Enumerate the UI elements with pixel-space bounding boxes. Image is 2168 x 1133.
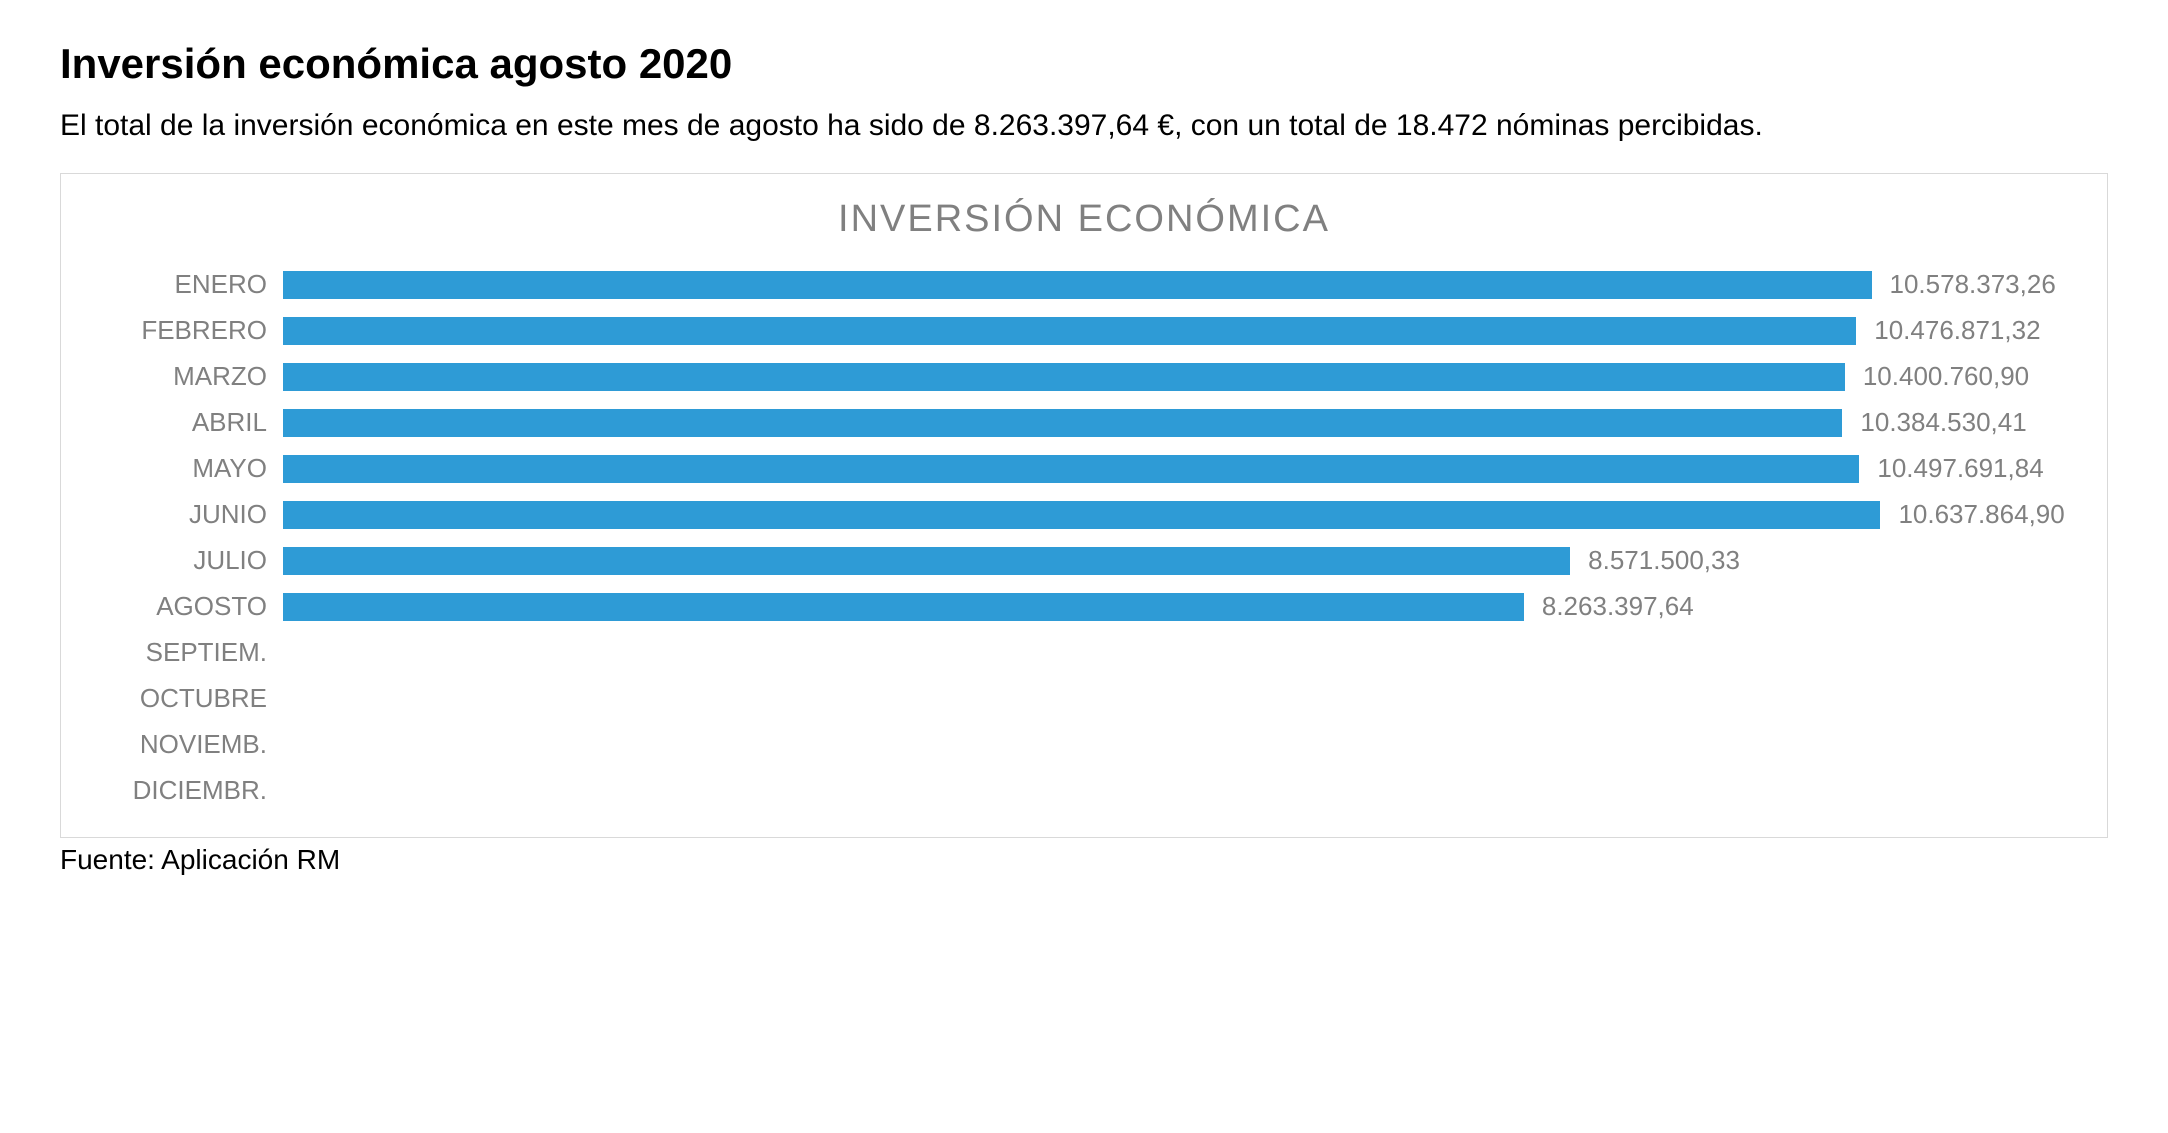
chart-row: MARZO 10.400.760,90 (83, 361, 2085, 393)
chart-row-label: SEPTIEM. (83, 637, 283, 668)
chart-row-label: NOVIEMB. (83, 729, 283, 760)
chart-row-label: JUNIO (83, 499, 283, 530)
chart-row: FEBRERO 10.476.871,32 (83, 315, 2085, 347)
chart-row-label: AGOSTO (83, 591, 283, 622)
chart-row-label: MAYO (83, 453, 283, 484)
chart-bar (283, 271, 1872, 299)
chart-value-label: 10.476.871,32 (1856, 315, 2040, 346)
chart-row-label: FEBRERO (83, 315, 283, 346)
chart-row: ABRIL 10.384.530,41 (83, 407, 2085, 439)
chart-value-label: 10.637.864,90 (1880, 499, 2064, 530)
chart-row: DICIEMBR. (83, 775, 2085, 807)
chart-container: INVERSIÓN ECONÓMICA ENERO 10.578.373,26 FE… (60, 173, 2108, 838)
chart-row-track: 10.384.530,41 (283, 407, 2085, 439)
chart-bar (283, 363, 1845, 391)
chart-source: Fuente: Aplicación RM (60, 844, 2108, 876)
chart-value-label: 10.497.691,84 (1859, 453, 2043, 484)
page-heading: Inversión económica agosto 2020 (60, 40, 2108, 88)
chart-value-label: 8.263.397,64 (1524, 591, 1694, 622)
chart-row-track (283, 729, 2085, 761)
chart-row-track (283, 683, 2085, 715)
chart-row-track (283, 637, 2085, 669)
chart-row-label: MARZO (83, 361, 283, 392)
chart-title: INVERSIÓN ECONÓMICA (83, 198, 2085, 241)
chart-bar (283, 501, 1880, 529)
chart-row-label: DICIEMBR. (83, 775, 283, 806)
chart-row-label: ABRIL (83, 407, 283, 438)
chart-row-track: 10.400.760,90 (283, 361, 2085, 393)
chart-row-track: 8.571.500,33 (283, 545, 2085, 577)
chart-value-label: 10.384.530,41 (1842, 407, 2026, 438)
chart-value-label: 10.400.760,90 (1845, 361, 2029, 392)
chart-bar (283, 547, 1570, 575)
chart-row: SEPTIEM. (83, 637, 2085, 669)
chart-row-track: 8.263.397,64 (283, 591, 2085, 623)
chart-row: OCTUBRE (83, 683, 2085, 715)
chart-bar (283, 593, 1524, 621)
chart-row: AGOSTO 8.263.397,64 (83, 591, 2085, 623)
chart-rows: ENERO 10.578.373,26 FEBRERO 10.476.871,32 MA… (83, 269, 2085, 807)
chart-value-label: 8.571.500,33 (1570, 545, 1740, 576)
chart-value-label: 10.578.373,26 (1872, 269, 2056, 300)
chart-row-track: 10.637.864,90 (283, 499, 2085, 531)
chart-row: MAYO 10.497.691,84 (83, 453, 2085, 485)
chart-bar (283, 409, 1842, 437)
chart-row-track (283, 775, 2085, 807)
chart-row-label: ENERO (83, 269, 283, 300)
chart-bar (283, 455, 1859, 483)
chart-row-label: JULIO (83, 545, 283, 576)
chart-row-track: 10.578.373,26 (283, 269, 2085, 301)
chart-row: ENERO 10.578.373,26 (83, 269, 2085, 301)
chart-row: NOVIEMB. (83, 729, 2085, 761)
chart-bar (283, 317, 1856, 345)
chart-row: JULIO 8.571.500,33 (83, 545, 2085, 577)
page-intro: El total de la inversión económica en es… (60, 106, 2108, 147)
chart-row-label: OCTUBRE (83, 683, 283, 714)
chart-row: JUNIO 10.637.864,90 (83, 499, 2085, 531)
chart-row-track: 10.476.871,32 (283, 315, 2085, 347)
chart-row-track: 10.497.691,84 (283, 453, 2085, 485)
